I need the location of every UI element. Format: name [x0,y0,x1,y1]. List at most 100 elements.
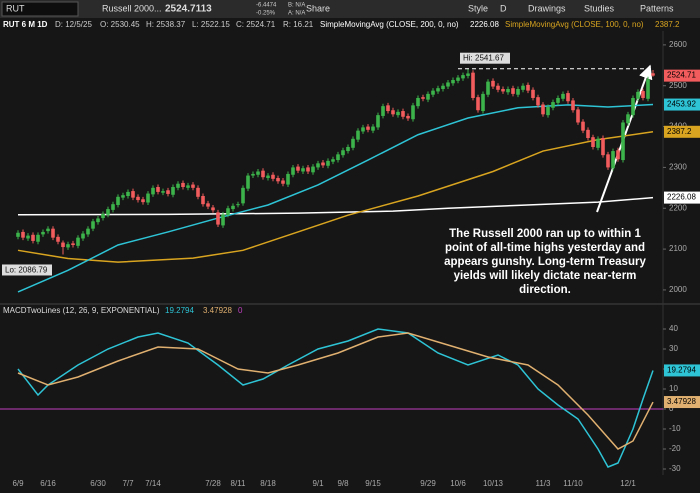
candle-body [251,173,255,176]
candle-body [136,196,140,201]
price-tag-label: 3.47928 [667,397,696,406]
candle-body [201,195,205,205]
button[interactable]: Studies [584,3,615,13]
candle-body [431,90,435,95]
candle-body [331,159,335,162]
candle-body [216,212,220,225]
candle-body [406,115,410,119]
candle-body [541,104,545,115]
lo-label: Lo: 2086.79 [5,266,48,275]
candle-body [526,84,530,91]
y-tick-label: 2500 [669,81,687,90]
candle-body [321,162,325,166]
toolbar [0,0,700,18]
candle-body [516,88,520,95]
price-tag-label: 19.2794 [667,366,696,375]
candle-body [611,151,615,169]
y-tick-label: 2000 [669,285,687,294]
candle-body [61,242,65,248]
price-tag [664,69,700,82]
candle-body [71,243,75,246]
candle-body [566,93,570,102]
candle-body [156,187,160,192]
candle-body [646,79,650,99]
candle-body [181,182,185,188]
x-tick-label: 7/28 [205,479,221,488]
header-close: C: 2524.71 [236,20,276,29]
candle-body [101,213,105,219]
candle-body [286,173,290,185]
candle-body [51,228,55,238]
candle-body [631,97,635,116]
candle-body [416,97,420,107]
price-tag [664,125,700,138]
button[interactable]: Patterns [640,3,674,13]
candle-body [116,196,120,205]
button[interactable]: Share [306,3,330,13]
x-tick-label: 6/9 [12,479,24,488]
candle-body [221,214,225,226]
candle-body [281,180,285,184]
candle-body [276,178,280,182]
y-tick-label: -30 [669,464,681,473]
candle-body [466,73,470,76]
candle-body [586,129,590,139]
candle-body [376,115,380,128]
candle-body [636,91,640,99]
x-tick-label: 7/7 [122,479,134,488]
candle-body [126,191,130,196]
candle-body [441,85,445,89]
candle-body [401,111,405,117]
candle-body [496,85,500,90]
candle-body [356,130,360,140]
candle-body [551,102,555,108]
candle-body [26,235,30,239]
symbol[interactable]: RUT [6,3,25,13]
x-tick-label: 10/13 [483,479,504,488]
line [17,332,654,450]
candle-body [641,91,645,98]
candle-body [491,80,495,87]
change: -6.4474 [256,3,277,9]
candle-body [141,199,145,203]
button[interactable]: D [500,3,507,13]
header-low: L: 2522.15 [192,20,230,29]
candle-body [616,150,620,160]
candle-body [596,138,600,148]
candle-body [436,88,440,92]
study-label: SimpleMovingAvg (CLOSE, 200, 0, no) [320,20,459,29]
price-tag [664,396,700,409]
candle-body [66,244,70,248]
header-date: D: 12/5/25 [55,20,92,29]
price-tag [664,364,700,377]
hi-label-box [460,52,510,64]
x-tick-label: 11/10 [563,479,583,488]
x-tick-label: 10/6 [450,479,466,488]
candle-body [456,77,460,81]
candle-body [91,221,95,229]
symbol-input[interactable] [1,1,79,17]
candle-body [391,110,395,115]
candle-body [31,234,35,241]
candle-body [341,150,345,156]
x-tick-label: 11/3 [536,479,552,488]
zero-value: 0 [238,306,243,315]
candle-body [206,203,210,207]
candle-body [506,88,510,93]
y-tick-label: -10 [669,424,681,433]
button[interactable]: Drawings [528,3,566,13]
study-value: 2387.2 [655,20,680,29]
candle-body [396,111,400,116]
chart-title: RUT 6 M 1D [3,20,48,29]
signal-value: 3.47928 [203,306,232,315]
bid: B: N/A [288,3,305,9]
price-tag-label: 2226.08 [667,193,696,202]
candle-body [326,160,330,166]
candle-body [271,174,275,179]
candle-body [571,100,575,111]
candle-body [171,187,175,195]
price-tag [664,191,700,204]
candle-body [521,85,525,90]
button[interactable]: Style [468,3,488,13]
price-tag-label: 2524.71 [667,71,696,80]
